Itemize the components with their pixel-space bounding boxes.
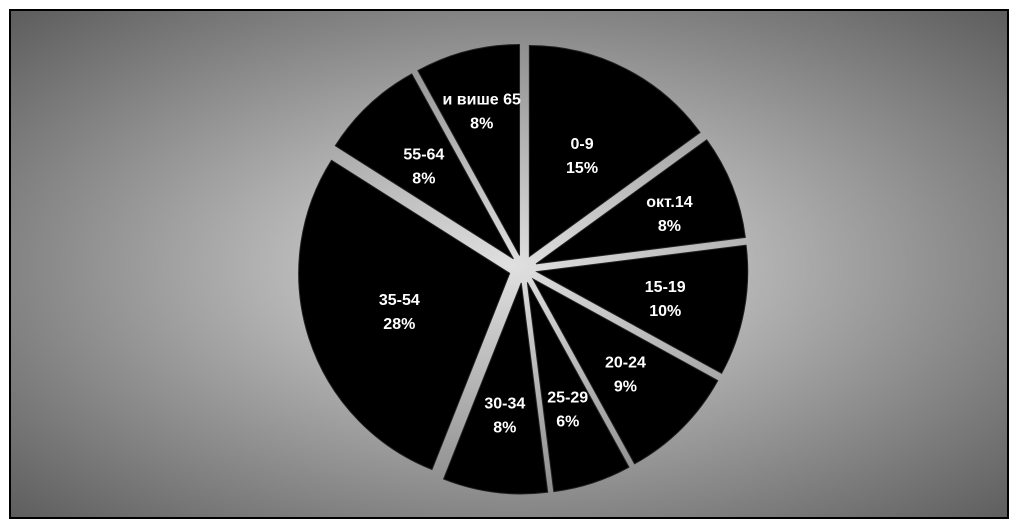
pie-chart: 0-9 15% окт.14 8% 15-19 10% 20-24 9% 25-29 6% 30-3…: [11, 11, 1007, 517]
slice-percent-label: 15%: [566, 160, 598, 177]
pie-slice-0: [528, 45, 701, 258]
slice-percent-label: 8%: [470, 115, 493, 132]
pie-slice-2: [535, 244, 749, 374]
pie-slice-6: [298, 159, 511, 471]
pie-slice-3: [531, 277, 719, 465]
slice-percent-label: 28%: [383, 316, 415, 333]
slice-category-label: 15-19: [645, 279, 686, 296]
slice-category-label: и више 65: [443, 91, 522, 108]
slice-category-label: окт.14: [646, 194, 693, 211]
slice-category-label: 55-64: [403, 146, 444, 163]
pie-slice-1: [535, 139, 746, 265]
pie-slice-7: [334, 73, 514, 260]
chart-frame: 0-9 15% окт.14 8% 15-19 10% 20-24 9% 25-29 6% 30-3…: [9, 9, 1009, 519]
pie-slice-8: [417, 43, 521, 256]
slice-percent-label: 8%: [493, 420, 516, 437]
slice-category-label: 0-9: [570, 136, 593, 153]
slice-percent-label: 6%: [556, 414, 579, 431]
slice-category-label: 20-24: [605, 354, 646, 371]
slice-percent-label: 9%: [614, 378, 637, 395]
slice-percent-label: 8%: [412, 170, 435, 187]
pie-slice-5: [442, 282, 549, 495]
slice-percent-label: 8%: [658, 218, 681, 235]
pie-slices: [298, 43, 749, 495]
slice-category-label: 35-54: [379, 292, 420, 309]
pie-labels: 0-9 15% окт.14 8% 15-19 10% 20-24 9% 25-29 6% 30-3…: [379, 91, 693, 436]
slice-category-label: 30-34: [484, 396, 525, 413]
slice-percent-label: 10%: [649, 303, 681, 320]
pie-slice-4: [526, 282, 630, 493]
slice-category-label: 25-29: [547, 390, 588, 407]
